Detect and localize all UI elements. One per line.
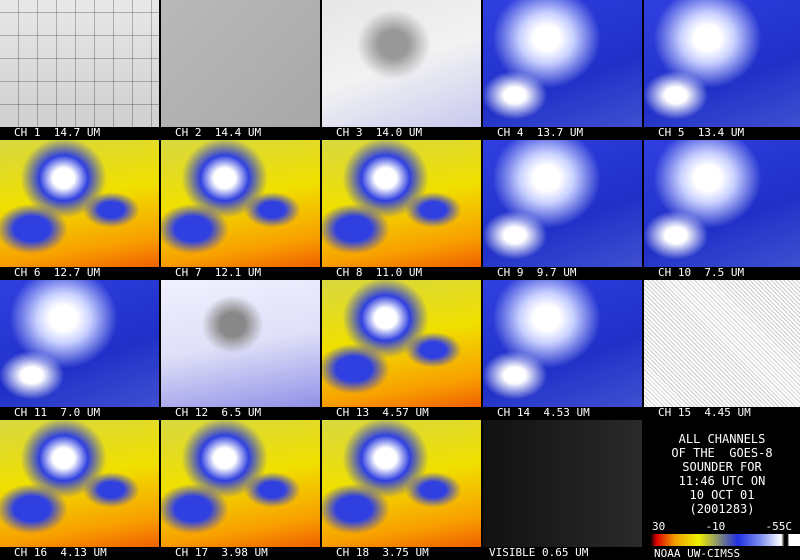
channel-panel: CH 6 12.7 UM: [0, 140, 159, 280]
channel-panel: CH 17 3.98 UM: [161, 420, 320, 560]
color-bar: [644, 534, 800, 546]
channel-image: [0, 280, 159, 407]
info-line: 10 OCT 01: [689, 488, 755, 502]
channel-image: [322, 280, 481, 407]
channel-image: [161, 420, 320, 547]
channel-label: CH 17 3.98 UM: [175, 546, 268, 559]
channel-panel: CH 11 7.0 UM: [0, 280, 159, 420]
channel-panel: CH 16 4.13 UM: [0, 420, 159, 560]
channel-panel: CH 18 3.75 UM: [322, 420, 481, 560]
channel-label: CH 16 4.13 UM: [14, 546, 107, 559]
channel-panel: CH 9 9.7 UM: [483, 140, 642, 280]
info-line: OF THE GOES-8: [671, 446, 773, 460]
channel-label: CH 2 14.4 UM: [175, 126, 262, 139]
channel-label: CH 12 6.5 UM: [175, 406, 262, 419]
channel-image: [322, 0, 481, 127]
channel-panel: CH 1 14.7 UM: [0, 0, 159, 140]
channel-image: [322, 140, 481, 267]
channel-label: CH 3 14.0 UM: [336, 126, 423, 139]
channel-label: CH 15 4.45 UM: [658, 406, 751, 419]
channel-image: [483, 140, 642, 267]
channel-image: [644, 140, 800, 267]
info-line: (2001283): [689, 502, 755, 516]
channel-panel: CH 4 13.7 UM: [483, 0, 642, 140]
channel-image: [161, 280, 320, 407]
channel-label: CH 13 4.57 UM: [336, 406, 429, 419]
channel-panel: CH 10 7.5 UM: [644, 140, 800, 280]
channel-label: CH 9 9.7 UM: [497, 266, 577, 279]
channel-label: CH 14 4.53 UM: [497, 406, 590, 419]
channel-panel: CH 15 4.45 UM: [644, 280, 800, 420]
channel-image: [483, 280, 642, 407]
info-block: ALL CHANNELS OF THE GOES-8 SOUNDER FOR 11:4…: [644, 420, 800, 560]
scale-labels: 30 -10 -55C: [652, 520, 792, 533]
channel-image: [483, 420, 642, 547]
channel-image: [0, 140, 159, 267]
scale-label: -55C: [765, 520, 793, 533]
scale-label: -10: [705, 520, 726, 533]
channel-label: CH 18 3.75 UM: [336, 546, 429, 559]
channel-image: [0, 0, 159, 127]
channel-label: CH 6 12.7 UM: [14, 266, 101, 279]
channel-label: CH 7 12.1 UM: [175, 266, 262, 279]
channel-panel: CH 3 14.0 UM: [322, 0, 481, 140]
channel-label: CH 5 13.4 UM: [658, 126, 745, 139]
channel-label: VISIBLE 0.65 UM: [489, 546, 589, 559]
channel-panel: CH 7 12.1 UM: [161, 140, 320, 280]
channel-label: CH 10 7.5 UM: [658, 266, 745, 279]
channel-image: [322, 420, 481, 547]
channel-image: [644, 0, 800, 127]
channel-panel: CH 12 6.5 UM: [161, 280, 320, 420]
channel-label: CH 8 11.0 UM: [336, 266, 423, 279]
channel-label: CH 4 13.7 UM: [497, 126, 584, 139]
channel-image: [0, 420, 159, 547]
channel-panel: VISIBLE 0.65 UM: [483, 420, 642, 560]
channel-panel: CH 14 4.53 UM: [483, 280, 642, 420]
channel-image: [161, 0, 320, 127]
channel-label: CH 11 7.0 UM: [14, 406, 101, 419]
channel-panel: CH 5 13.4 UM: [644, 0, 800, 140]
channel-image: [644, 280, 800, 407]
channel-image: [483, 0, 642, 127]
info-line: 11:46 UTC ON: [678, 474, 766, 488]
channel-panel: CH 8 11.0 UM: [322, 140, 481, 280]
channel-panel: CH 13 4.57 UM: [322, 280, 481, 420]
channel-panel: CH 2 14.4 UM: [161, 0, 320, 140]
credit: NOAA UW-CIMSS: [654, 547, 741, 560]
channel-image: [161, 140, 320, 267]
info-line: SOUNDER FOR: [682, 460, 762, 474]
scale-label: 30: [652, 520, 666, 533]
info-line: ALL CHANNELS: [678, 432, 766, 446]
channel-label: CH 1 14.7 UM: [14, 126, 101, 139]
info-text: ALL CHANNELS OF THE GOES-8 SOUNDER FOR 11:4…: [644, 420, 800, 516]
